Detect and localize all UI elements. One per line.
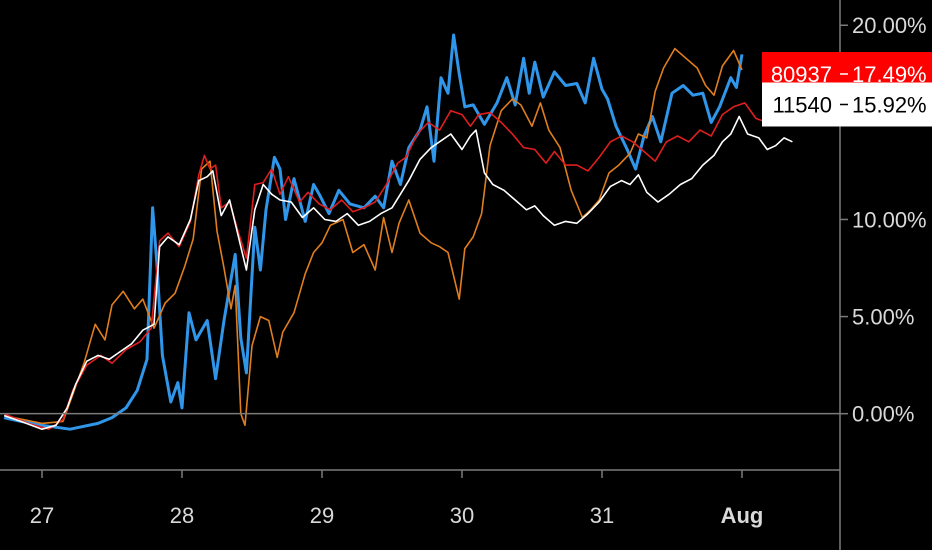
y-tick-label: 20.00% xyxy=(852,13,927,38)
y-axis-ticks: 0.00% 5.00% 10.00% 20.00% xyxy=(840,13,927,427)
series-layer xyxy=(3,33,802,431)
x-tick-label: 28 xyxy=(170,503,194,528)
y-tick-label: 0.00% xyxy=(852,402,914,427)
x-tick-label: 31 xyxy=(590,503,614,528)
price-tags: 80937 17.49%11540 15.92% xyxy=(762,51,932,127)
x-axis-ticks: 27 28 29 30 31 Aug xyxy=(30,470,764,528)
x-tick-label: 27 xyxy=(30,503,54,528)
price-tag-value: 11540 xyxy=(772,92,832,117)
series-line-white xyxy=(3,115,793,430)
x-tick-label: 30 xyxy=(450,503,474,528)
series-line-red xyxy=(3,75,802,430)
price-tag-percent: 15.92% xyxy=(852,92,927,117)
series-line-blue xyxy=(3,33,744,431)
y-tick-label: 5.00% xyxy=(852,305,914,330)
x-tick-label: 29 xyxy=(310,503,334,528)
y-tick-label: 10.00% xyxy=(852,207,927,232)
series-line-orange xyxy=(4,47,743,427)
x-tick-label: Aug xyxy=(721,503,764,528)
price-tag: 11540 15.92% xyxy=(762,82,932,127)
